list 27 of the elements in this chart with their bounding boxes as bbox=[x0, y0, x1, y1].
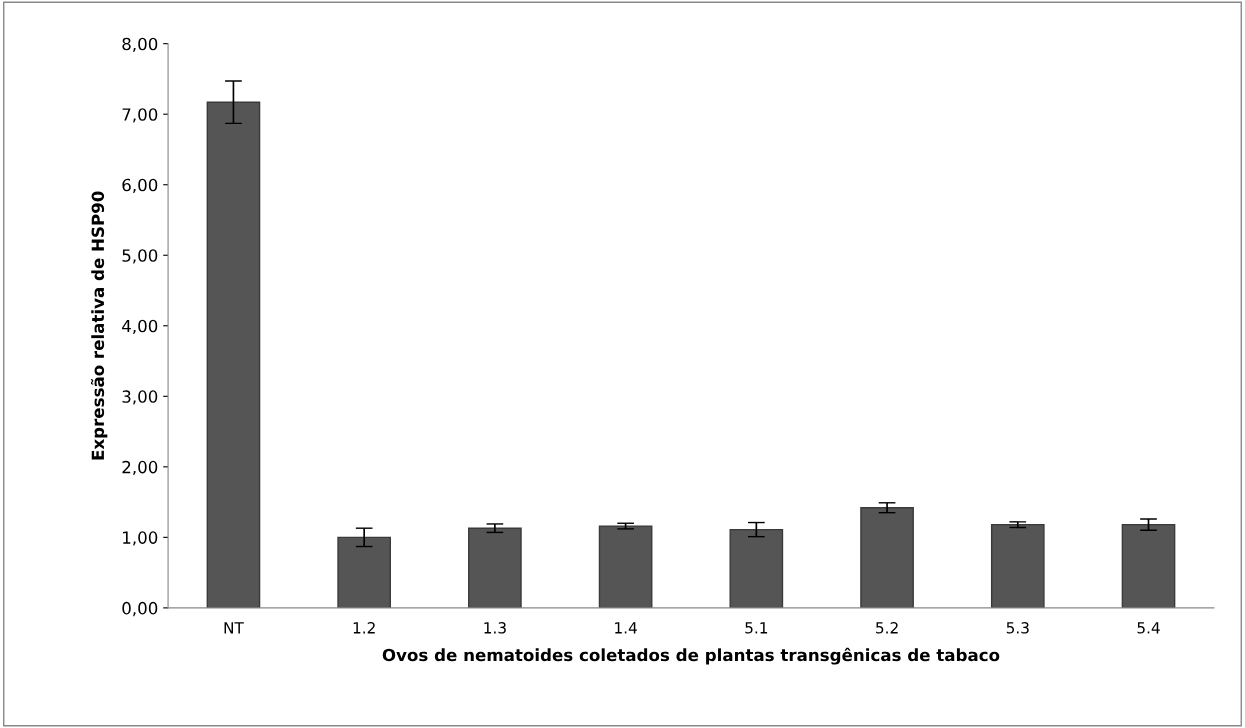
bar bbox=[860, 507, 914, 608]
x-tick-label: 5.3 bbox=[1006, 622, 1029, 634]
x-tick-label: 1.4 bbox=[615, 622, 637, 634]
x-tick-label: 5.2 bbox=[876, 622, 898, 634]
x-tick-label: 5.1 bbox=[745, 622, 768, 634]
x-tick-label: 1.3 bbox=[484, 622, 506, 634]
bar bbox=[337, 536, 392, 608]
bar bbox=[1121, 523, 1176, 608]
bar bbox=[598, 525, 653, 608]
y-tick-label: 4,00 bbox=[122, 319, 158, 335]
y-tick-label: 2,00 bbox=[122, 460, 158, 476]
y-tick-label: 1,00 bbox=[123, 531, 158, 546]
y-tick-label: 5,00 bbox=[122, 249, 158, 264]
y-tick-label: 3,00 bbox=[122, 390, 158, 405]
x-tick-label: 1.2 bbox=[353, 622, 375, 634]
bar bbox=[990, 523, 1045, 608]
x-tick-label: NT bbox=[224, 622, 244, 634]
y-tick-label: 7,00 bbox=[122, 108, 158, 123]
x-tick-label: 5.4 bbox=[1137, 622, 1160, 634]
y-tick-label: 0,00 bbox=[122, 601, 158, 617]
bar bbox=[729, 528, 784, 608]
x-axis-title: Ovos de nematoides coletados de plantas transgênicas de tabaco bbox=[382, 647, 1000, 665]
bar bbox=[206, 101, 261, 608]
y-tick-label: 8,00 bbox=[122, 37, 158, 52]
y-axis-title: Expressão relativa de HSP90 bbox=[90, 191, 108, 460]
y-tick-label: 6,00 bbox=[122, 178, 158, 193]
bar bbox=[468, 527, 522, 608]
